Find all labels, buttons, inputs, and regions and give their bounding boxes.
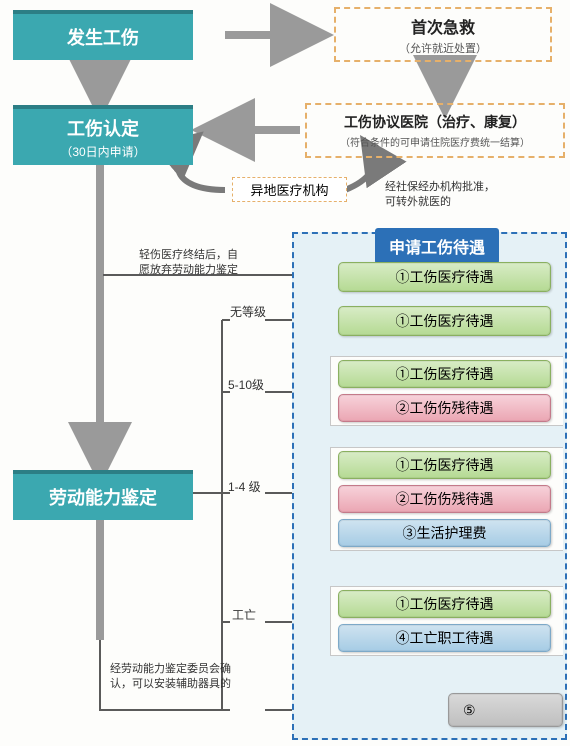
node-title: 工伤认定 xyxy=(67,115,139,141)
pill-label: ①工伤医疗待遇 xyxy=(396,267,494,287)
node-subtitle: （允许就近处置） xyxy=(399,40,487,56)
node-title: 首次急救 xyxy=(411,14,475,38)
node-title: 工伤协议医院（治疗、康复） xyxy=(344,112,526,132)
node-first-aid: 首次急救 （允许就近处置） xyxy=(334,7,552,62)
node-subtitle: （符合条件的可申请住院医疗费统一结算） xyxy=(340,134,530,149)
panel-title-text: 申请工伤待遇 xyxy=(389,240,485,257)
node-title: 异地医疗机构 xyxy=(250,180,328,199)
pill-label: ⑤ xyxy=(463,702,476,719)
pill-nursing-fee: ③生活护理费 xyxy=(338,519,551,547)
branch-label-5-10: 5-10级 xyxy=(228,376,264,393)
pill-label: ①工伤医疗待遇 xyxy=(396,594,494,614)
node-title: 发生工伤 xyxy=(67,24,139,50)
pill-medical-treatment: ①工伤医疗待遇 xyxy=(338,451,551,479)
pill-disability-treatment: ②工伤伤残待遇 xyxy=(338,394,551,422)
pill-label: ④工亡职工待遇 xyxy=(396,628,494,648)
pill-label: ③生活护理费 xyxy=(403,523,487,543)
pill-disability-treatment: ②工伤伤残待遇 xyxy=(338,485,551,513)
branch-label-1-4: 1-4 级 xyxy=(228,478,261,495)
pill-label: ①工伤医疗待遇 xyxy=(396,455,494,475)
node-injury-occurs: 发生工伤 xyxy=(13,10,193,60)
node-subtitle: （30日内申请） xyxy=(60,143,145,160)
node-offsite-medical: 异地医疗机构 xyxy=(232,177,347,202)
node-injury-identify: 工伤认定 （30日内申请） xyxy=(13,105,193,165)
pill-label: ①工伤医疗待遇 xyxy=(396,364,494,384)
branch-label-voluntary: 轻伤医疗终结后，自愿放弃劳动能力鉴定 xyxy=(139,248,279,279)
pill-medical-treatment: ①工伤医疗待遇 xyxy=(338,262,551,292)
pill-label: ①工伤医疗待遇 xyxy=(396,311,494,331)
pill-medical-treatment: ①工伤医疗待遇 xyxy=(338,360,551,388)
pill-medical-treatment: ①工伤医疗待遇 xyxy=(338,306,551,336)
node-protocol-hospital: 工伤协议医院（治疗、康复） （符合条件的可申请住院医疗费统一结算） xyxy=(305,103,565,158)
pill-death-treatment: ④工亡职工待遇 xyxy=(338,624,551,652)
pill-aux-device: ⑤ xyxy=(448,693,563,727)
branch-label-death: 工亡 xyxy=(232,606,256,623)
node-title: 劳动能力鉴定 xyxy=(49,484,157,510)
pill-label: ②工伤伤残待遇 xyxy=(396,398,494,418)
pill-medical-treatment: ①工伤医疗待遇 xyxy=(338,590,551,618)
branch-label-none: 无等级 xyxy=(230,303,266,320)
flowchart-canvas: 发生工伤 工伤认定 （30日内申请） 劳动能力鉴定 首次急救 （允许就近处置） … xyxy=(0,0,570,746)
node-ability-assessment: 劳动能力鉴定 xyxy=(13,470,193,520)
treatment-panel-title: 申请工伤待遇 xyxy=(375,228,499,264)
assess-aux-note: 经劳动能力鉴定委员会确认，可以安装辅助器具的 xyxy=(110,662,275,693)
offsite-note: 经社保经办机构批准，可转外就医的 xyxy=(385,180,525,211)
pill-label: ②工伤伤残待遇 xyxy=(396,489,494,509)
